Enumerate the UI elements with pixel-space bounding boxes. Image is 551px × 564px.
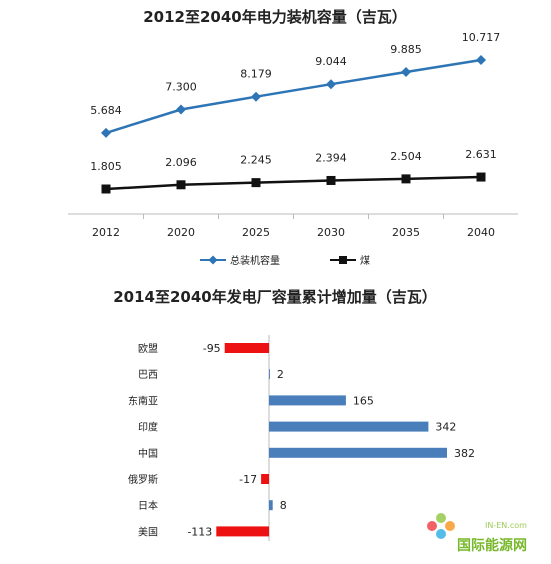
bar-value-label: 8 (280, 499, 287, 512)
data-label-coal: 2.245 (240, 154, 272, 167)
bar-value-label: 342 (435, 421, 456, 434)
chart2-title: 2014至2040年发电厂容量累计增加量（吉瓦） (113, 288, 437, 306)
chart1-legend: 总装机容量 煤 (200, 254, 370, 267)
x-tick-label: 2035 (392, 226, 420, 239)
bar (269, 369, 270, 380)
x-tick-label: 2020 (167, 226, 195, 239)
point-marker-total (476, 55, 486, 65)
point-marker-total (401, 67, 411, 78)
bar (269, 500, 273, 511)
category-label: 欧盟 (138, 343, 158, 355)
category-label: 美国 (138, 525, 158, 538)
category-label: 巴西 (138, 369, 158, 381)
data-label-coal: 2.504 (390, 150, 422, 163)
point-marker-total (326, 79, 336, 90)
point-marker-coal (176, 180, 186, 190)
bar-value-label: -95 (203, 342, 221, 355)
data-label-coal: 1.805 (90, 160, 122, 173)
bar (224, 343, 269, 353)
point-marker-total (176, 104, 186, 115)
bar (261, 474, 269, 484)
capacity-line-chart: 2012至2040年电力装机容量（吉瓦） 2012 2020 2025 2030 203… (68, 8, 518, 267)
category-label: 日本 (138, 499, 158, 512)
category-label: 印度 (138, 421, 158, 434)
point-marker-total (251, 91, 261, 102)
series-line-coal (105, 175, 482, 191)
bar-value-label: 165 (353, 394, 374, 407)
bar-value-label: -17 (239, 473, 257, 486)
bar (269, 421, 429, 432)
watermark-logo: IN-EN.com 国际能源网 (427, 513, 527, 554)
legend-marker-total (208, 255, 218, 265)
flower-icon (427, 513, 455, 539)
data-label-total: 9.044 (315, 55, 347, 68)
data-label-coal: 2.096 (165, 156, 197, 169)
capacity-bar-chart: 2014至2040年发电厂容量累计增加量（吉瓦） 欧盟巴西东南亚印度中国俄罗斯日… (113, 288, 475, 541)
bar-value-label: 382 (454, 447, 475, 460)
bar (269, 447, 447, 458)
data-label-total: 10.717 (462, 31, 501, 44)
bar-value-label: 2 (277, 368, 284, 381)
bar-value-label: -113 (187, 525, 212, 538)
data-label-total: 5.684 (90, 104, 122, 117)
data-label-coal: 2.631 (465, 148, 497, 161)
bar (269, 395, 346, 406)
point-marker-coal (251, 178, 261, 188)
category-label: 中国 (138, 447, 158, 460)
data-label-total: 9.885 (390, 43, 422, 56)
watermark-name: 国际能源网 (457, 537, 527, 554)
point-marker-total (101, 127, 111, 138)
watermark-url: IN-EN.com (485, 521, 527, 530)
point-marker-coal (326, 175, 336, 185)
x-tick-label: 2030 (317, 226, 345, 239)
x-tick-label: 2040 (467, 226, 495, 239)
data-label-total: 7.300 (165, 80, 197, 93)
category-label: 东南亚 (128, 394, 158, 407)
point-marker-coal (476, 172, 486, 182)
data-label-coal: 2.394 (315, 151, 347, 164)
point-marker-coal (401, 174, 411, 184)
chart1-title: 2012至2040年电力装机容量（吉瓦） (143, 8, 407, 26)
series-line-total (105, 58, 482, 135)
category-label: 俄罗斯 (128, 473, 158, 486)
x-tick-label: 2012 (92, 226, 120, 239)
point-marker-coal (101, 184, 111, 194)
x-tick-label: 2025 (242, 226, 270, 239)
legend-label-coal: 煤 (360, 254, 370, 267)
legend-marker-coal (339, 256, 347, 264)
bar (216, 526, 269, 537)
legend-label-total: 总装机容量 (230, 254, 280, 267)
data-label-total: 8.179 (240, 68, 272, 81)
